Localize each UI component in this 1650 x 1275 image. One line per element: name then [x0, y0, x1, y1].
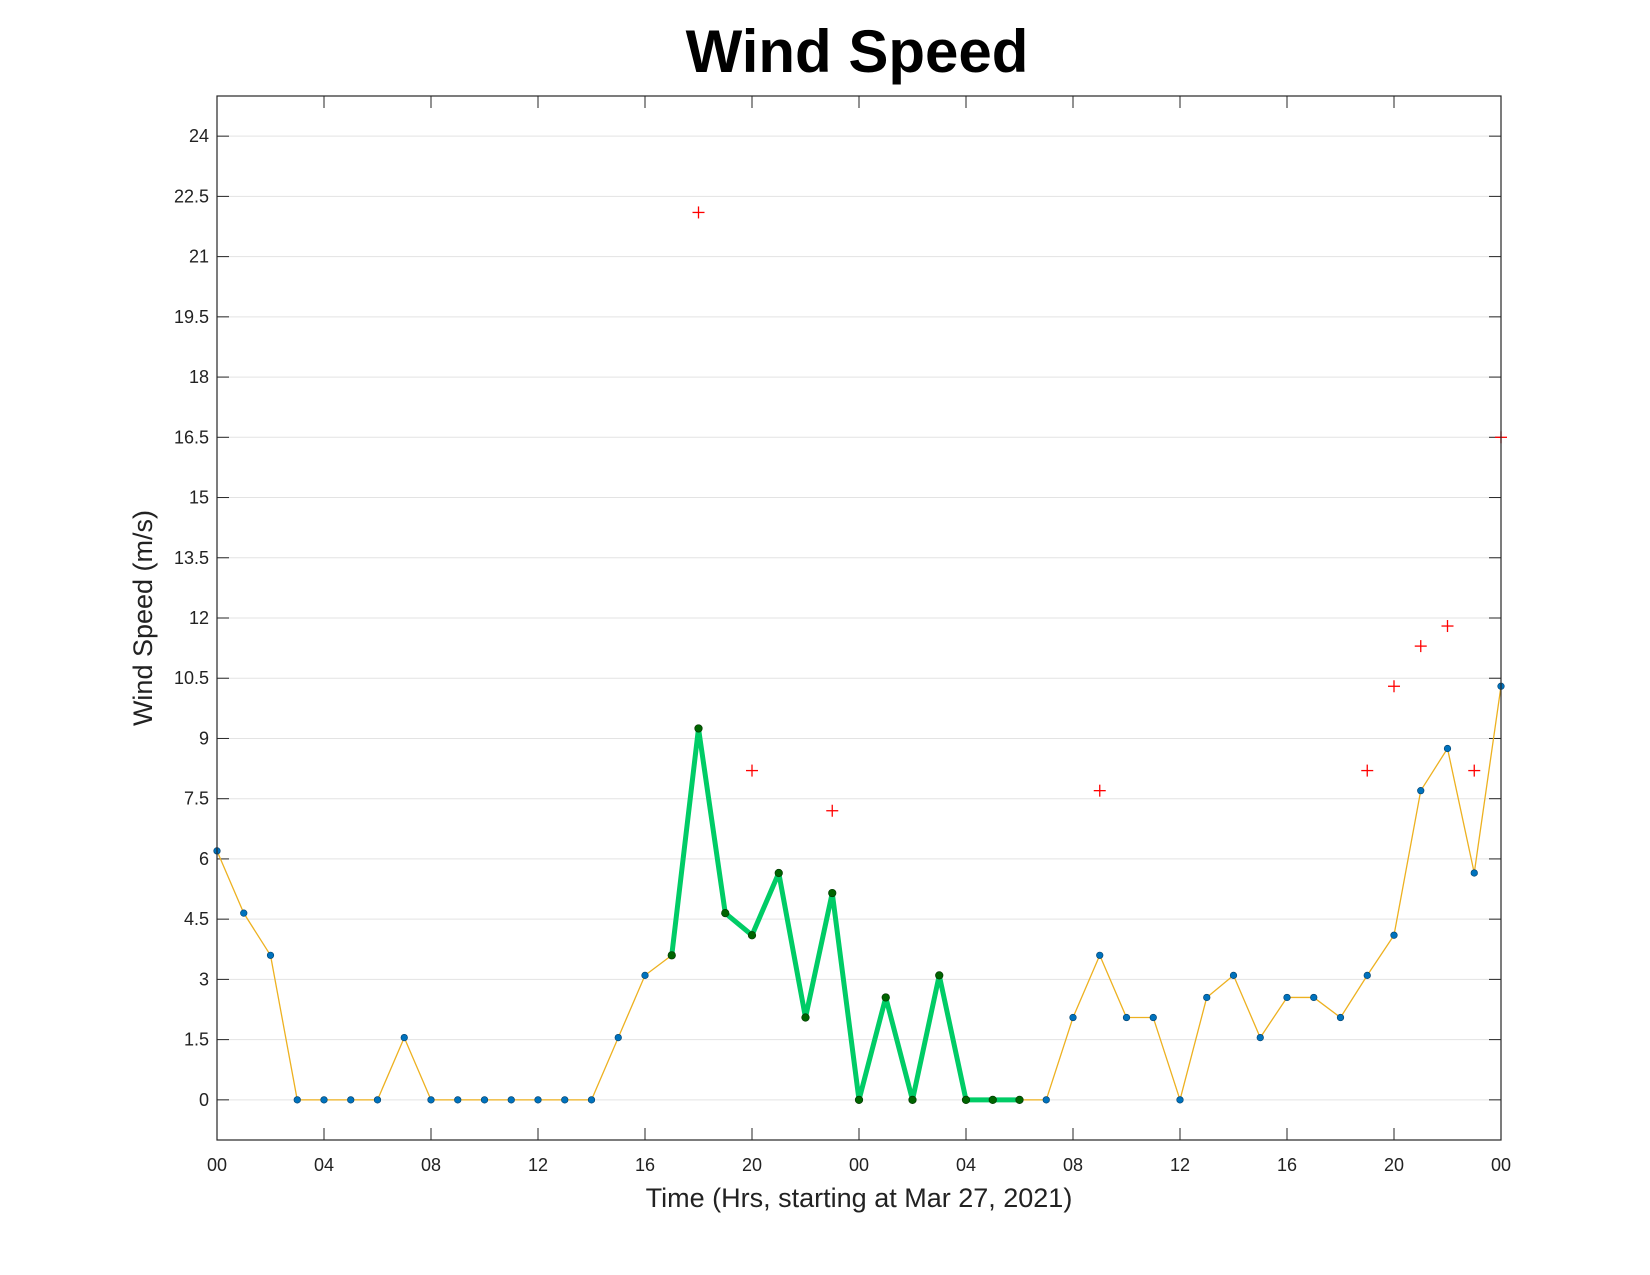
wind-speed-point	[320, 1096, 328, 1104]
x-axis-label: Time (Hrs, starting at Mar 27, 2021)	[646, 1183, 1073, 1213]
wind-speed-point	[534, 1096, 542, 1104]
wind-speed-point	[1229, 971, 1238, 979]
highlight-point	[801, 1013, 810, 1022]
y-tick-label: 10.5	[174, 668, 209, 688]
y-axis-label: Wind Speed (m/s)	[128, 510, 158, 726]
x-tick-label: 08	[421, 1155, 441, 1175]
y-tick-label: 0	[199, 1090, 209, 1110]
plot-border	[216, 95, 1502, 1141]
wind-speed-point	[347, 1096, 355, 1104]
wind-speed-point	[1203, 993, 1211, 1002]
wind-speed-point	[266, 951, 275, 959]
highlight-point	[747, 931, 757, 940]
gust-point	[1093, 784, 1106, 797]
x-tick-label: 04	[956, 1155, 976, 1175]
gust-point	[746, 764, 758, 777]
wind-speed-point	[240, 909, 248, 917]
wind-speed-point	[1443, 744, 1452, 753]
wind-speed-point	[507, 1096, 515, 1104]
highlight-point	[881, 993, 890, 1002]
y-tick-label: 6	[199, 849, 209, 869]
wind-speed-point	[293, 1096, 301, 1104]
gust-point	[826, 804, 839, 817]
wind-speed-point	[373, 1096, 382, 1104]
wind-speed-point	[400, 1034, 408, 1042]
wind-speed-point	[1042, 1096, 1050, 1104]
x-tick-label: 04	[314, 1155, 334, 1175]
gust-point	[1388, 680, 1400, 693]
highlight-line	[669, 725, 1020, 1103]
x-tick-label: 20	[1384, 1155, 1404, 1175]
wind-speed-point	[1149, 1013, 1157, 1022]
gust-point	[1361, 764, 1374, 777]
y-tick-label: 24	[189, 126, 209, 146]
wind-speed-point	[1283, 993, 1291, 1002]
y-tick-label: 3	[199, 969, 209, 989]
y-tick-label: 19.5	[174, 307, 209, 327]
chart-title: Wind Speed	[686, 18, 1029, 85]
gust-point	[1441, 620, 1454, 633]
y-tick-label: 16.5	[174, 427, 209, 447]
x-tick-label: 16	[635, 1155, 655, 1175]
x-tick-label: 12	[1170, 1155, 1190, 1175]
x-tick-label: 08	[1063, 1155, 1083, 1175]
wind-speed-point	[1096, 951, 1104, 959]
y-tick-label: 18	[189, 367, 209, 387]
gust-point	[1414, 640, 1427, 653]
x-tick-label: 00	[849, 1155, 869, 1175]
highlight-point	[721, 909, 730, 918]
highlight-point	[774, 868, 783, 878]
highlight-point	[828, 888, 837, 898]
y-axis-ticks: 0 1.5 3 4.5 6 7.5 9 10.5 12 13.5 15 16.5 18 19.5 21 22.…	[174, 126, 1501, 1110]
wind-speed-point	[427, 1096, 435, 1104]
wind-speed-point	[1336, 1013, 1345, 1022]
wind-speed-point	[454, 1096, 462, 1104]
data-series	[213, 206, 1507, 1104]
wind-speed-point	[1417, 787, 1425, 795]
y-tick-label: 4.5	[184, 909, 209, 929]
x-tick-label: 00	[1491, 1155, 1511, 1175]
x-tick-label: 16	[1277, 1155, 1297, 1175]
y-tick-label: 21	[189, 247, 209, 267]
gust-point	[1468, 764, 1481, 777]
grid-lines	[217, 135, 1501, 1101]
wind-speed-point	[1363, 971, 1371, 979]
y-tick-label: 1.5	[184, 1030, 209, 1050]
y-tick-label: 22.5	[174, 186, 209, 206]
highlight-point	[961, 1095, 971, 1104]
y-tick-label: 12	[189, 608, 209, 628]
y-tick-label: 13.5	[174, 548, 209, 568]
wind-speed-point	[1069, 1013, 1077, 1022]
wind-speed-point	[1176, 1096, 1184, 1104]
y-tick-label: 7.5	[184, 789, 209, 809]
wind-speed-point	[1390, 931, 1398, 939]
highlight-point	[854, 1095, 864, 1104]
highlight-point	[667, 951, 676, 960]
wind-speed-point	[561, 1096, 569, 1104]
x-tick-label: 20	[742, 1155, 762, 1175]
x-axis-ticks: 00 04 08 12 16 20 00 04 08 12 16 20 00	[207, 96, 1511, 1175]
wind-speed-point	[1122, 1013, 1131, 1022]
highlight-point	[694, 724, 703, 733]
wind-speed-point	[614, 1034, 622, 1042]
highlight-point	[1015, 1095, 1024, 1104]
x-tick-label: 12	[528, 1155, 548, 1175]
highlight-point	[935, 971, 944, 980]
highlight-point	[908, 1095, 917, 1104]
highlight-point	[988, 1095, 997, 1104]
wind-speed-point	[1310, 993, 1318, 1002]
wind-speed-point	[587, 1096, 596, 1104]
wind-speed-point	[641, 971, 649, 979]
wind-speed-point	[480, 1096, 489, 1104]
wind-speed-point	[1256, 1034, 1264, 1042]
y-tick-label: 9	[199, 728, 209, 748]
y-tick-label: 15	[189, 488, 209, 508]
wind-speed-point	[1470, 869, 1478, 877]
x-tick-label: 00	[207, 1155, 227, 1175]
gust-point	[692, 206, 705, 219]
